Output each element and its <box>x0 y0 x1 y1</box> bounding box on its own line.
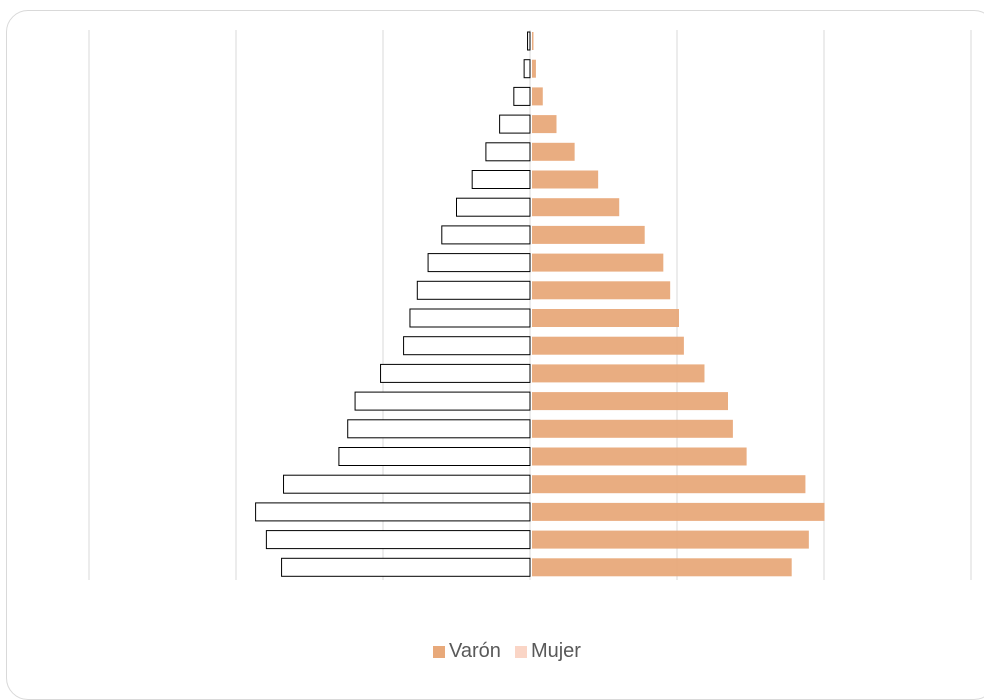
bar-varon <box>532 142 575 161</box>
legend: Varón Mujer <box>0 640 984 663</box>
bar-varon <box>532 558 792 577</box>
bar-varon <box>532 502 825 521</box>
pyramid-chart <box>88 30 972 580</box>
bar-varon <box>532 198 620 217</box>
bar-varon <box>532 336 684 355</box>
varon-bars <box>532 32 825 577</box>
bar-varon <box>532 281 671 300</box>
bar-varon <box>532 32 534 50</box>
legend-swatch-varon <box>433 645 446 658</box>
bar-mujer <box>255 502 531 522</box>
bar-varon <box>532 309 679 327</box>
bar-varon <box>532 59 536 78</box>
bar-varon <box>532 253 664 272</box>
gridlines <box>88 30 972 580</box>
bar-mujer <box>523 59 531 79</box>
bar-mujer <box>499 114 531 134</box>
bar-mujer <box>485 142 531 162</box>
bar-mujer <box>471 170 531 189</box>
legend-label-varon: Varón <box>449 640 501 662</box>
legend-item-mujer: Mujer <box>514 640 581 663</box>
bar-mujer <box>456 197 531 217</box>
bar-mujer <box>347 419 531 439</box>
bar-mujer <box>513 86 531 106</box>
bar-mujer <box>380 363 531 383</box>
bar-varon <box>532 419 733 438</box>
legend-swatch-mujer <box>514 645 527 658</box>
legend-item-varon: Varón <box>433 640 501 663</box>
bar-varon <box>532 115 557 134</box>
mujer-bars <box>255 31 531 577</box>
bar-varon <box>532 364 705 383</box>
bar-mujer <box>416 280 531 300</box>
bar-varon <box>532 87 543 106</box>
bar-mujer <box>338 447 531 466</box>
legend-label-mujer: Mujer <box>530 640 581 662</box>
bar-mujer <box>527 31 531 51</box>
bar-varon <box>532 475 806 494</box>
bar-mujer <box>281 557 531 577</box>
bar-mujer <box>409 308 531 328</box>
bar-mujer <box>283 474 531 494</box>
bar-varon <box>532 170 599 189</box>
bar-mujer <box>427 253 531 273</box>
bar-mujer <box>354 391 531 411</box>
bar-varon <box>532 392 728 411</box>
bar-varon <box>532 530 809 549</box>
bar-varon <box>532 447 747 466</box>
bar-mujer <box>441 225 531 245</box>
bar-mujer <box>265 530 531 550</box>
bar-mujer <box>403 336 531 356</box>
bar-varon <box>532 225 645 244</box>
